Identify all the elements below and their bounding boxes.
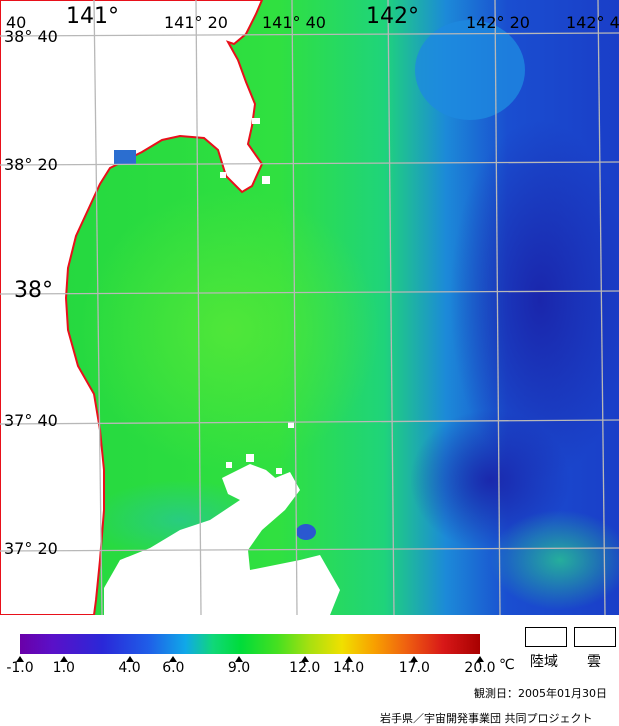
- latitude-label-38-20: 38° 20: [4, 155, 58, 174]
- legend-tick-mark: [300, 656, 309, 662]
- cloud-speck-6: [242, 96, 248, 102]
- land-swatch: [525, 627, 567, 647]
- longitude-label-141-20: 141° 20: [164, 13, 228, 32]
- legend-tick-label: 17.0: [398, 660, 430, 676]
- cloud-speck-2: [226, 462, 232, 468]
- legend-tick-label: -1.0: [6, 660, 34, 676]
- legend-tick-label: 4.0: [118, 660, 141, 676]
- temperature-color-scale: [20, 634, 480, 654]
- latitude-label-37-40: 37° 40: [4, 411, 58, 430]
- corner-label: 40: [6, 13, 27, 32]
- latitude-label-38-40: 38° 40: [4, 27, 58, 46]
- legend-tick-label: 12.0: [289, 660, 321, 676]
- legend-tick-label: 20.0: [464, 660, 496, 676]
- legend-tick-mark: [169, 656, 178, 662]
- land-label: 陸域: [530, 654, 558, 670]
- legend-tick-label: 1.0: [52, 660, 75, 676]
- cloud-swatch: [574, 627, 616, 647]
- legend-tick-mark: [235, 656, 244, 662]
- credit-line: 岩手県／宇宙開発事業団 共同プロジェクト: [380, 712, 593, 725]
- legend-tick-mark: [59, 656, 68, 662]
- cloud-speck-4: [276, 468, 282, 474]
- legend-tick-mark: [476, 656, 484, 662]
- longitude-label-142-40: 142° 4: [566, 13, 619, 32]
- teal-south-patch: [490, 510, 619, 610]
- longitude-label-141: 141°: [66, 4, 119, 29]
- longitude-label-141-40: 141° 40: [262, 13, 326, 32]
- cold-water-core: [450, 120, 619, 480]
- cloud-speck-5: [252, 118, 260, 124]
- graticule-grid: [0, 0, 619, 615]
- cloud-patch-south: [104, 472, 340, 615]
- legend-tick-mark: [125, 656, 134, 662]
- legend-tick-label: 6.0: [162, 660, 185, 676]
- temperature-unit: ℃: [499, 657, 515, 673]
- legend-tick-mark: [16, 656, 24, 662]
- longitude-label-142: 142°: [366, 4, 419, 29]
- cloud-label: 雲: [587, 654, 601, 670]
- blue-bay-patch: [114, 150, 136, 164]
- warm-core: [80, 190, 380, 470]
- cloud-patch-center: [222, 464, 280, 502]
- blue-speck-south: [296, 524, 316, 540]
- cloud-speck-8: [220, 172, 226, 178]
- observation-date: 観測日：2005年01月30日: [474, 687, 607, 700]
- cloud-speck-1: [246, 454, 254, 462]
- longitude-label-142-20: 142° 20: [466, 13, 530, 32]
- latitude-label-38: 38°: [14, 278, 53, 303]
- legend-tick-mark: [344, 656, 353, 662]
- legend-tick-label: 9.0: [227, 660, 251, 676]
- legend-tick-label: 14.0: [332, 660, 365, 676]
- legend-tick-mark: [410, 656, 419, 662]
- blue-tongue-north: [415, 20, 525, 120]
- land-area: [0, 0, 264, 615]
- sea-surface-temperature-map: [0, 0, 619, 615]
- cloud-speck-7: [262, 176, 270, 184]
- cloud-speck-3: [288, 422, 294, 428]
- latitude-label-37-20: 37° 20: [4, 539, 58, 558]
